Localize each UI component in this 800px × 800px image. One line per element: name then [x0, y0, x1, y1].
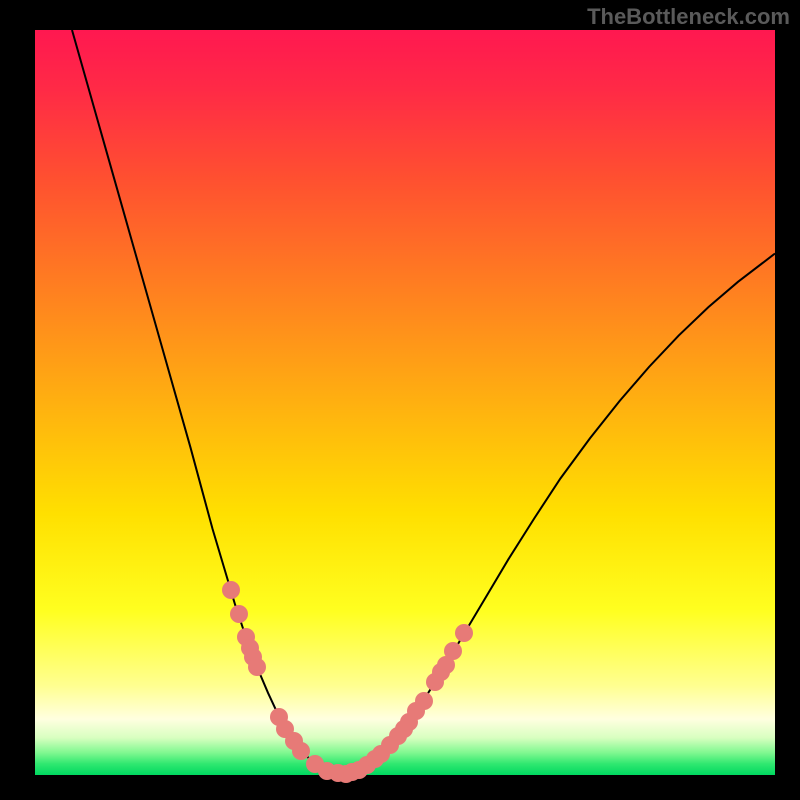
- data-point: [444, 642, 462, 660]
- watermark-text: TheBottleneck.com: [587, 4, 790, 30]
- data-point: [455, 624, 473, 642]
- plot-area: [35, 30, 775, 775]
- data-point: [415, 692, 433, 710]
- curve-svg: [35, 30, 775, 775]
- bottleneck-curve: [72, 30, 775, 774]
- data-point: [230, 605, 248, 623]
- data-point: [222, 581, 240, 599]
- data-point: [248, 658, 266, 676]
